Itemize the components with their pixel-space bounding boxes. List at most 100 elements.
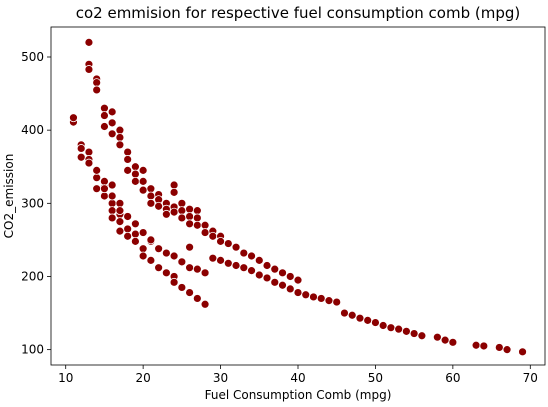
data-point bbox=[76, 144, 86, 153]
data-point bbox=[216, 236, 225, 246]
data-point bbox=[371, 318, 380, 327]
data-point bbox=[154, 263, 164, 273]
data-point bbox=[84, 158, 94, 168]
data-point bbox=[107, 118, 117, 128]
data-point bbox=[270, 277, 280, 287]
data-point bbox=[100, 184, 109, 194]
data-point bbox=[146, 191, 156, 201]
data-point bbox=[107, 129, 117, 139]
data-point bbox=[123, 147, 133, 157]
data-point bbox=[355, 313, 365, 323]
data-point bbox=[185, 219, 195, 229]
data-point bbox=[130, 219, 140, 229]
y-tick-label: 200 bbox=[21, 269, 44, 283]
data-point bbox=[130, 176, 140, 186]
data-point bbox=[208, 253, 218, 263]
plot-frame bbox=[50, 26, 546, 366]
data-point bbox=[247, 251, 256, 261]
data-point bbox=[138, 251, 148, 261]
data-point bbox=[270, 264, 280, 274]
data-point bbox=[107, 180, 117, 190]
data-point bbox=[479, 341, 489, 351]
data-point bbox=[285, 272, 295, 281]
data-point bbox=[192, 206, 202, 216]
data-point bbox=[471, 340, 481, 350]
data-point bbox=[115, 125, 125, 135]
y-axis-ticks: 100 200 300 400 500 bbox=[21, 50, 51, 357]
data-point bbox=[115, 217, 125, 227]
data-point bbox=[100, 122, 109, 131]
data-point bbox=[177, 283, 187, 292]
data-point bbox=[92, 184, 102, 194]
x-axis-ticks: 10 20 30 40 50 60 70 bbox=[58, 365, 538, 385]
data-point bbox=[169, 251, 179, 261]
y-tick-label: 100 bbox=[21, 343, 44, 357]
data-point bbox=[138, 228, 148, 237]
data-point bbox=[84, 147, 94, 157]
data-point bbox=[332, 297, 342, 307]
data-point bbox=[115, 198, 125, 208]
data-point bbox=[177, 198, 187, 208]
data-point bbox=[123, 224, 133, 234]
data-point bbox=[394, 324, 404, 334]
data-point bbox=[231, 261, 241, 270]
data-point bbox=[278, 268, 287, 278]
data-point bbox=[138, 244, 148, 254]
data-point bbox=[169, 207, 179, 217]
data-point bbox=[254, 270, 264, 280]
data-point bbox=[293, 275, 303, 285]
data-point bbox=[502, 345, 512, 355]
data-point bbox=[208, 231, 218, 241]
data-point bbox=[200, 228, 210, 237]
chart-title: co2 emmision for respective fuel consump… bbox=[76, 4, 521, 22]
data-point bbox=[200, 299, 210, 309]
data-point bbox=[130, 169, 140, 179]
data-point bbox=[417, 331, 427, 341]
data-point bbox=[216, 255, 225, 265]
data-point bbox=[146, 184, 156, 194]
data-point bbox=[130, 229, 140, 239]
data-point bbox=[107, 198, 117, 208]
data-point bbox=[100, 103, 109, 113]
data-point bbox=[494, 343, 504, 352]
data-point bbox=[92, 78, 102, 87]
x-tick-label: 50 bbox=[368, 371, 383, 385]
data-point bbox=[123, 165, 133, 175]
data-point bbox=[92, 173, 102, 183]
data-point bbox=[169, 277, 179, 287]
data-point bbox=[340, 308, 349, 318]
data-point bbox=[69, 113, 78, 123]
data-point bbox=[123, 231, 133, 241]
x-tick-label: 70 bbox=[523, 371, 538, 385]
data-point bbox=[185, 263, 195, 273]
data-point bbox=[107, 206, 117, 216]
data-point bbox=[262, 273, 272, 283]
data-point bbox=[177, 213, 187, 223]
data-point bbox=[177, 206, 187, 216]
x-axis-label: Fuel Consumption Comb (mpg) bbox=[205, 388, 392, 402]
data-point bbox=[293, 288, 303, 297]
data-point bbox=[130, 162, 140, 172]
data-point bbox=[138, 176, 148, 186]
data-point bbox=[185, 204, 195, 214]
data-point bbox=[247, 266, 256, 276]
data-point bbox=[107, 107, 117, 117]
data-point bbox=[192, 220, 202, 230]
data-point bbox=[146, 198, 156, 208]
data-point bbox=[177, 257, 187, 267]
data-point bbox=[146, 255, 156, 265]
data-points bbox=[69, 37, 527, 357]
data-point bbox=[231, 242, 241, 252]
y-tick-label: 400 bbox=[21, 123, 44, 137]
data-point bbox=[192, 213, 202, 223]
data-point bbox=[239, 248, 249, 258]
x-tick-label: 60 bbox=[445, 371, 460, 385]
x-tick-label: 30 bbox=[213, 371, 228, 385]
data-point bbox=[192, 264, 202, 274]
data-point bbox=[130, 236, 140, 246]
data-point bbox=[301, 290, 311, 300]
data-point bbox=[161, 209, 171, 219]
data-point bbox=[146, 235, 156, 245]
data-point bbox=[115, 140, 125, 150]
